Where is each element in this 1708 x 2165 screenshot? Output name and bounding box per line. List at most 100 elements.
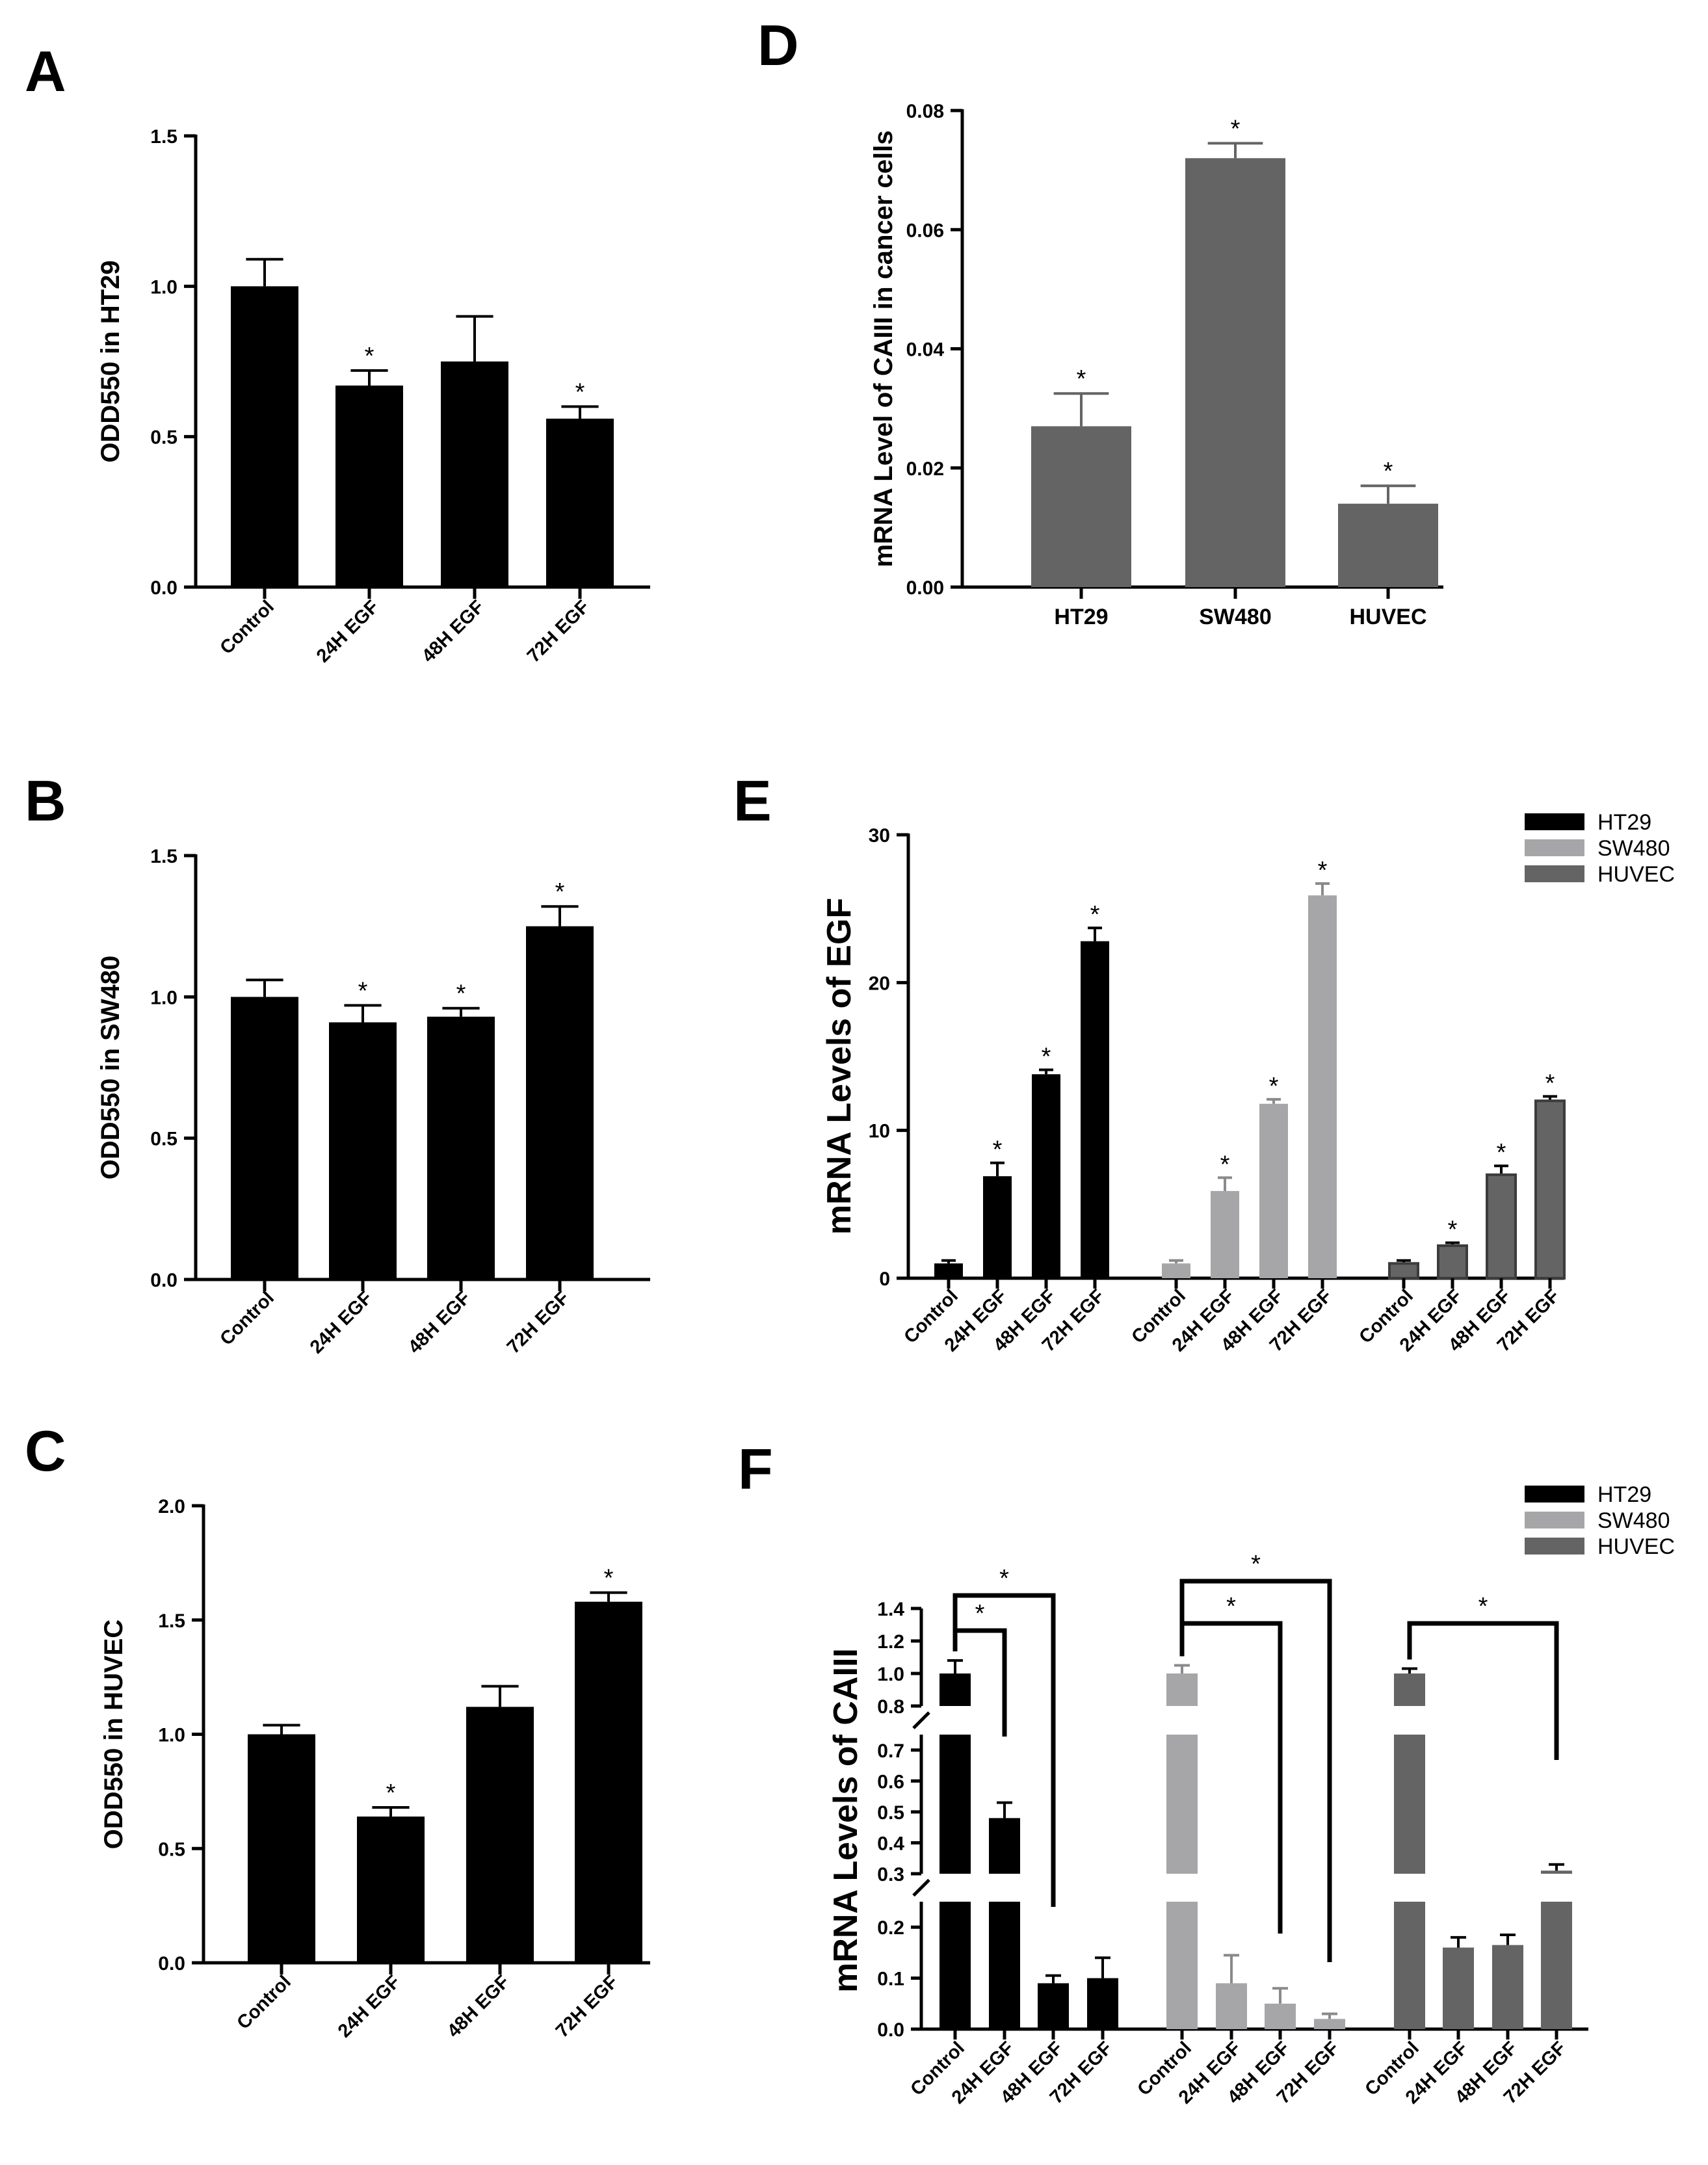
panel-c-x-tick-label-3: 72H EGF [552,1971,622,2041]
panel-f-huvec-bar-3-seg-1 [1541,1870,1572,1874]
panel-f-ht29-bar-0-seg-0 [939,1902,971,2029]
panel-a-bar-2 [441,361,508,587]
panel-f-huvec-bar-0-seg-2 [1394,1673,1425,1706]
panel-f-bracket-star-3: * [1251,1551,1261,1578]
panel-e-ht29-sig-star-1: * [993,1136,1003,1164]
panel-f-y-axis-label: mRNA Levels of CAIII [827,1648,865,1993]
panel-f-bracket-3 [1179,1579,1332,1962]
panel-b-bar-0 [231,997,298,1279]
panel-a-x-tick-label-1: 24H EGF [313,596,383,666]
panel-e-sw480-bar-1 [1211,1190,1239,1278]
panel-f-sw480-bar-3-seg-0 [1314,2019,1345,2029]
panel-f-bracket-1 [953,1593,1056,1907]
panel-e-y-tick-label-0: 0 [879,1268,890,1290]
panel-f-panel-letter: F [738,1437,773,1501]
panel-f-bracket-star-4: * [1478,1593,1488,1620]
panel-e-legend-swatch-2 [1525,865,1584,882]
panel-f-bracket-star-2: * [1226,1593,1236,1620]
panel-f-sw480-bar-0-seg-0 [1166,1902,1198,2029]
panel-f-legend-label-1: SW480 [1597,1508,1670,1533]
panel-a-sig-star-1: * [365,343,374,370]
panel-d-x-tick-label-1: SW480 [1199,605,1272,629]
panel-c-y-tick-label-1: 0.5 [158,1839,185,1860]
panel-c-y-tick-label-0: 0.0 [158,1953,185,1975]
panel-b-sig-star-1: * [358,977,368,1004]
panel-f-axis-break-1 [912,1711,930,1729]
panel-d-y-axis-label: mRNA Level of CAIII in cancer cells [869,130,898,567]
panel-c-bar-1 [357,1817,425,1963]
panel-b-x-tick-label-2: 48H EGF [404,1287,475,1358]
panel-a-x-tick-label-2: 48H EGF [418,596,488,666]
panel-e-legend-label-2: HUVEC [1597,862,1675,887]
panel-c-bar-2 [466,1707,534,1963]
panel-e-y-tick-label-1: 10 [869,1121,890,1142]
panel-f-ht29-bar-1-seg-1 [989,1818,1020,1874]
panel-f-legend-swatch-0 [1525,1486,1584,1502]
panel-e-ht29-bar-2 [1032,1074,1060,1278]
panel-e-huvec-sig-star-2: * [1497,1139,1506,1166]
panel-f-legend-swatch-2 [1525,1538,1584,1555]
panel-f-y-tick-label-0-1: 0.1 [877,1969,904,1990]
panel-b-y-tick-label-1: 0.5 [150,1129,177,1150]
panel-d-bar-1 [1185,158,1285,588]
panel-d-y-tick-label-4: 0.08 [906,101,944,122]
panel-f-sw480-bar-1-seg-0 [1216,1983,1247,2029]
panel-a-bar-3 [546,418,614,587]
panel-f-y-tick-label-1-0: 0.3 [877,1864,904,1885]
panel-f-y-tick-label-0-2: 0.2 [877,1917,904,1939]
panel-b-x-tick-label-3: 72H EGF [503,1287,573,1358]
panel-b-y-tick-label-3: 1.5 [150,846,177,867]
panel-d-bar-2 [1338,503,1438,587]
panel-a-y-tick-label-0: 0.0 [150,577,177,599]
panel-f-ht29-bar-0-seg-1 [939,1735,971,1874]
panel-e-huvec-bar-0 [1388,1262,1419,1280]
panel-e-legend-label-1: SW480 [1597,836,1670,861]
panel-c-bar-3 [575,1601,642,1963]
panel-e-y-tick-label-3: 30 [869,825,890,846]
panel-f-y-tick-label-2-3: 1.4 [877,1599,904,1620]
panel-e-legend-swatch-0 [1525,813,1584,830]
panel-d-y-tick-label-3: 0.06 [906,220,944,241]
panel-b-y-tick-label-2: 1.0 [150,987,177,1008]
panel-b-y-axis-label: ODD550 in SW480 [96,956,125,1180]
panel-e-sw480-sig-star-1: * [1220,1151,1230,1178]
panel-e-sw480-bar-2 [1259,1103,1288,1278]
panel-c-panel-letter: C [25,1419,66,1483]
panel-e-panel-letter: E [733,768,772,833]
panel-a-y-tick-label-3: 1.5 [150,126,177,148]
panel-d-sig-star-0: * [1077,365,1086,393]
panel-d-x-tick-label-0: HT29 [1054,605,1108,629]
panel-a-bar-1 [335,386,403,587]
panel-f-sw480-bar-0-seg-2 [1166,1673,1198,1706]
panel-e-legend-label-0: HT29 [1597,810,1651,835]
panel-f-y-tick-label-1-2: 0.5 [877,1802,904,1824]
panel-c-y-axis-label: ODD550 in HUVEC [99,1620,128,1849]
panel-b-bar-3 [526,926,594,1279]
panel-f-axis-break-0 [912,1878,930,1897]
panel-d-sig-star-2: * [1384,458,1393,485]
panel-e-ht29-bar-1 [983,1176,1012,1278]
panel-c-sig-star-1: * [386,1779,396,1807]
panel-d-sig-star-1: * [1231,115,1241,142]
panel-d-x-tick-label-2: HUVEC [1349,605,1426,629]
panel-b-sig-star-2: * [456,980,466,1008]
panel-a-x-tick-label-3: 72H EGF [523,596,594,666]
panel-b-sig-star-3: * [555,878,565,906]
panel-f-huvec-bar-1-seg-0 [1443,1947,1474,2029]
panel-f-y-tick-label-2-1: 1.0 [877,1664,904,1685]
panel-d-bar-0 [1031,426,1131,587]
panel-c-x-tick-label-2: 48H EGF [443,1971,514,2041]
panel-f-y-tick-label-0-0: 0.0 [877,2019,904,2041]
panel-d-panel-letter: D [757,13,799,77]
panel-e-ht29-sig-star-3: * [1090,901,1100,928]
panel-b-panel-letter: B [25,768,66,833]
panel-b-bar-1 [329,1022,397,1279]
panel-e-ht29-bar-3 [1081,941,1109,1278]
panel-e-ht29-bar-0 [934,1263,963,1278]
panel-e-huvec-bar-3 [1534,1099,1566,1279]
panel-a-x-tick-label-0: Control [216,596,278,659]
panel-f-ht29-bar-3-seg-0 [1087,1978,1118,2029]
panel-f-y-tick-label-1-3: 0.6 [877,1771,904,1792]
panel-f-ht29-bar-0-seg-2 [939,1673,971,1706]
panel-e-ht29-sig-star-2: * [1042,1043,1051,1070]
